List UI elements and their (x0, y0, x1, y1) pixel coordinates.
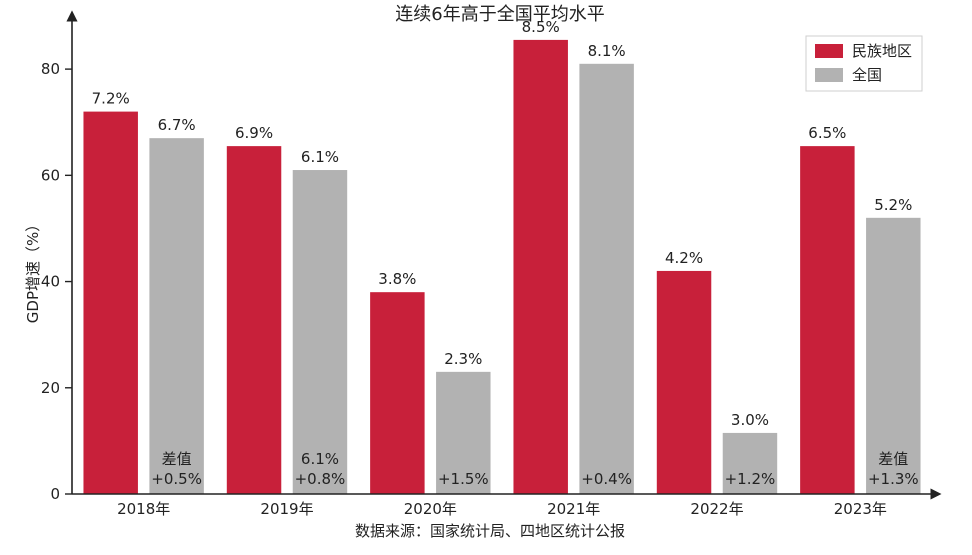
bar-value-label: 6.7% (158, 116, 196, 134)
bar-value-label: 5.2% (874, 196, 912, 214)
y-tick-label: 0 (50, 485, 60, 503)
y-tick-label: 60 (41, 166, 60, 184)
y-tick-label: 40 (41, 273, 60, 291)
difference-label: +0.8% (295, 470, 346, 488)
bar-value-label: 3.8% (378, 270, 416, 288)
bar-national (866, 217, 921, 495)
bar-ethnic-regions (513, 39, 568, 495)
legend: 民族地区 全国 (805, 35, 923, 92)
bar-ethnic-regions (226, 146, 282, 494)
bar-national (722, 432, 778, 494)
x-category-label: 2023年 (834, 500, 887, 518)
bars (83, 39, 921, 495)
difference-label: +1.2% (725, 470, 776, 488)
difference-label: +1.5% (438, 470, 489, 488)
bar-value-label: 8.1% (588, 42, 626, 60)
bar-national (579, 63, 634, 495)
difference-labels: 差值 +0.5% 6.1% +0.8% +1.5% +0.4% +1.2% 差值 +1.3% (151, 450, 918, 488)
difference-label: 差值 (162, 450, 192, 468)
legend-label-ethnic-regions: 民族地区 (852, 42, 912, 60)
y-axis-label: GDP增速（%） (24, 217, 42, 323)
bar-value-label: 8.5% (522, 18, 560, 36)
category-labels: 2018年 2019年 2020年 2021年 2022年 2023年 (117, 500, 887, 518)
y-tick-label: 80 (41, 60, 60, 78)
x-category-label: 2022年 (690, 500, 743, 518)
bar-value-label: 7.2% (92, 90, 130, 108)
chart-title: 连续6年高于全国平均水平 (395, 4, 604, 25)
bar-value-label: 3.0% (731, 411, 769, 429)
x-category-label: 2020年 (404, 500, 457, 518)
x-category-label: 2021年 (547, 500, 600, 518)
difference-label: +0.4% (581, 470, 632, 488)
x-category-label: 2019年 (260, 500, 313, 518)
source-note: 数据来源：国家统计局、四地区统计公报 (355, 522, 625, 540)
bar-national (292, 170, 348, 494)
legend-label-national: 全国 (852, 66, 882, 84)
bar-value-label: 6.1% (301, 148, 339, 166)
bar-ethnic-regions (370, 292, 425, 494)
bar-value-label: 6.5% (808, 124, 846, 142)
difference-label: +1.3% (868, 470, 919, 488)
bar-value-label: 6.9% (235, 124, 273, 142)
bar-value-label: 2.3% (444, 350, 482, 368)
bar-national (149, 138, 204, 494)
legend-swatch-national (815, 68, 843, 82)
bar-value-label: 4.2% (665, 249, 703, 267)
value-labels: 7.2% 6.7% 6.9% 6.1% 3.8% 2.3% 8.5% 8.1% 4.2% 3.0%… (92, 18, 913, 429)
bar-national (436, 371, 491, 494)
y-tick-label: 20 (41, 379, 60, 397)
difference-label: 6.1% (301, 450, 339, 468)
legend-swatch-ethnic-regions (815, 44, 843, 58)
bar-ethnic-regions (83, 111, 138, 494)
difference-label: 差值 (878, 450, 908, 468)
x-category-label: 2018年 (117, 500, 170, 518)
bar-ethnic-regions (800, 146, 855, 494)
difference-label: +0.5% (151, 470, 202, 488)
bar-ethnic-regions (656, 270, 712, 494)
y-ticks: 0 20 40 60 80 (41, 60, 72, 503)
